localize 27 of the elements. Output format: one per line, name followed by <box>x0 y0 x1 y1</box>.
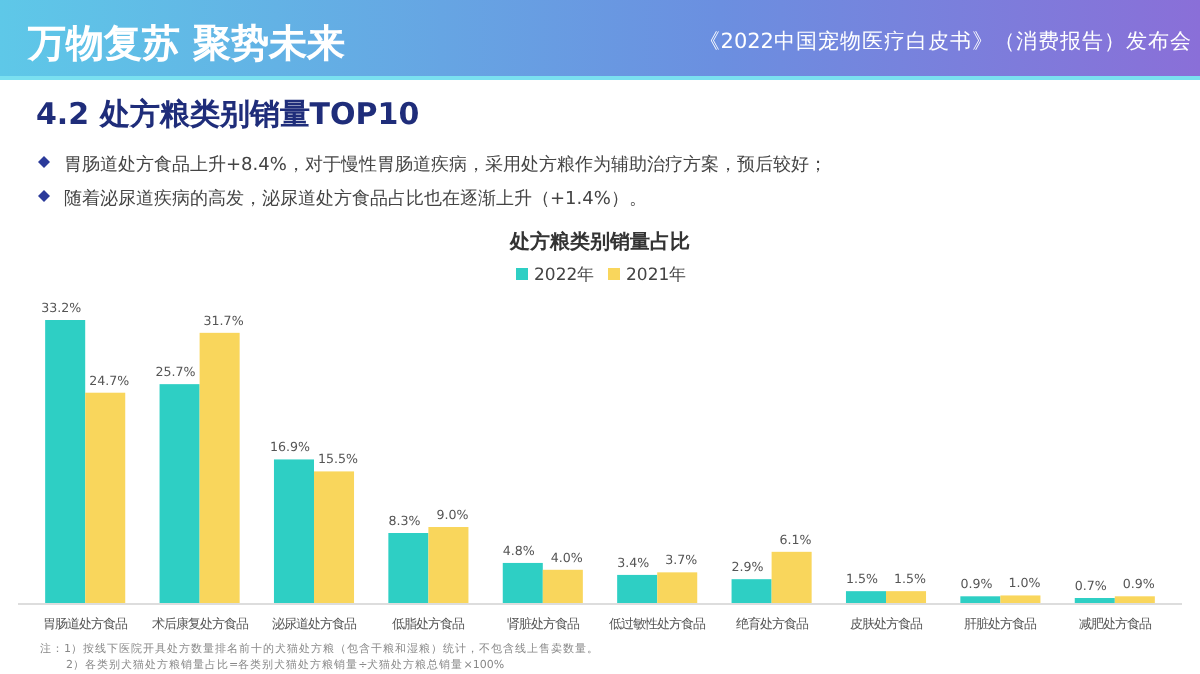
bar <box>388 533 429 604</box>
bar <box>657 572 698 604</box>
bar <box>617 574 658 604</box>
bar <box>960 596 1001 604</box>
text: 胃肠道处方食品上升+8.4%，对于慢性胃肠道疾病，采用处方粮作为辅助治疗方案，预后较好； <box>64 154 827 176</box>
bar <box>85 392 126 604</box>
bar <box>45 320 86 604</box>
bar <box>314 471 355 604</box>
bar <box>542 569 583 604</box>
bar <box>1000 595 1041 604</box>
bar <box>199 332 240 604</box>
bar <box>502 562 543 604</box>
bar <box>771 551 812 604</box>
bar <box>731 579 772 604</box>
text: 万物复苏 聚势未来 <box>26 22 346 66</box>
bar <box>428 527 469 604</box>
bar <box>886 591 927 604</box>
text: 4.2 处方粮类别销量TOP10 <box>36 96 420 132</box>
chart-title: 处方粮类别销量占比 <box>508 230 690 254</box>
bar <box>845 591 886 604</box>
legend-label: 2022年 <box>534 264 596 286</box>
bar <box>159 384 200 604</box>
legend-label: 2021年 <box>626 264 688 286</box>
bar <box>273 459 314 604</box>
text: 随着泌尿道疾病的高发，泌尿道处方食品占比也在逐渐上升（+1.4%）。 <box>64 188 647 210</box>
text: 《2022中国宠物医疗白皮书》（消费报告）发布会 <box>698 28 1192 54</box>
bar <box>1114 596 1155 604</box>
